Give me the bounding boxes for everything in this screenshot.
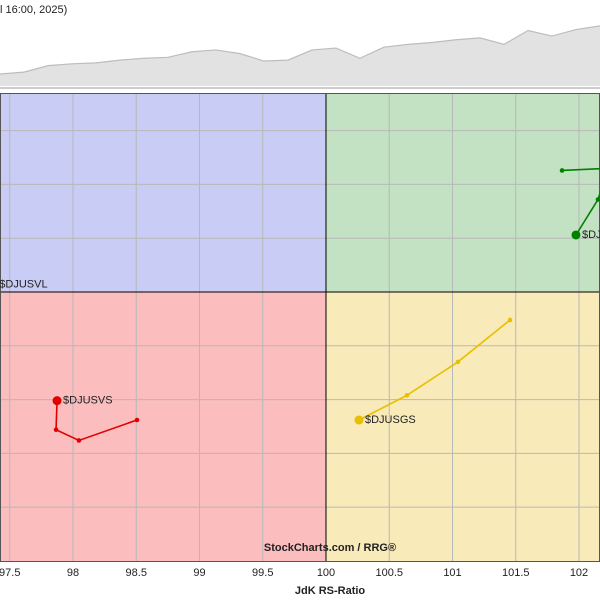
x-tick-label: 97.5	[0, 567, 20, 579]
x-tick-label: 100.5	[375, 567, 403, 579]
x-tick-label: 99.5	[252, 567, 273, 579]
head-point	[571, 230, 581, 240]
x-tick-label: 101	[443, 567, 461, 579]
tail-point	[404, 392, 410, 398]
x-tick-label: 98	[67, 567, 79, 579]
series-label: $DJUSGL	[582, 229, 600, 241]
tail-point	[595, 197, 600, 202]
tail-point	[76, 438, 82, 443]
head-point	[354, 415, 364, 425]
tail-point	[455, 359, 461, 365]
strip-caption: l 16:00, 2025)	[0, 4, 67, 16]
watermark: StockCharts.com / RRG®	[264, 542, 396, 554]
benchmark-area	[0, 25, 600, 86]
series-label: $DJUSGS	[365, 414, 416, 426]
quadrant-leading	[325, 93, 600, 293]
tail-point	[559, 168, 565, 173]
head-point	[52, 396, 62, 406]
tail-point	[507, 317, 513, 323]
benchmark-line	[0, 25, 600, 75]
series-label: $DJUSVL	[0, 278, 48, 290]
tail-point	[53, 427, 59, 432]
x-tick-label: 101.5	[502, 567, 530, 579]
tail-point	[134, 417, 140, 423]
tail-line	[358, 319, 511, 421]
x-tick-label: 99	[193, 567, 205, 579]
series-label: $DJUSVS	[63, 395, 113, 407]
x-tick-label: 98.5	[126, 567, 147, 579]
x-tick-label: 100	[317, 567, 335, 579]
quadrant-weakening	[325, 292, 600, 562]
quadrant-lagging	[0, 93, 326, 293]
quadrant-lagging	[0, 292, 326, 562]
x-axis-title: JdK RS-Ratio	[295, 585, 366, 597]
tail-line	[562, 167, 600, 236]
tail-line	[55, 400, 138, 442]
x-tick-label: 102	[570, 567, 588, 579]
